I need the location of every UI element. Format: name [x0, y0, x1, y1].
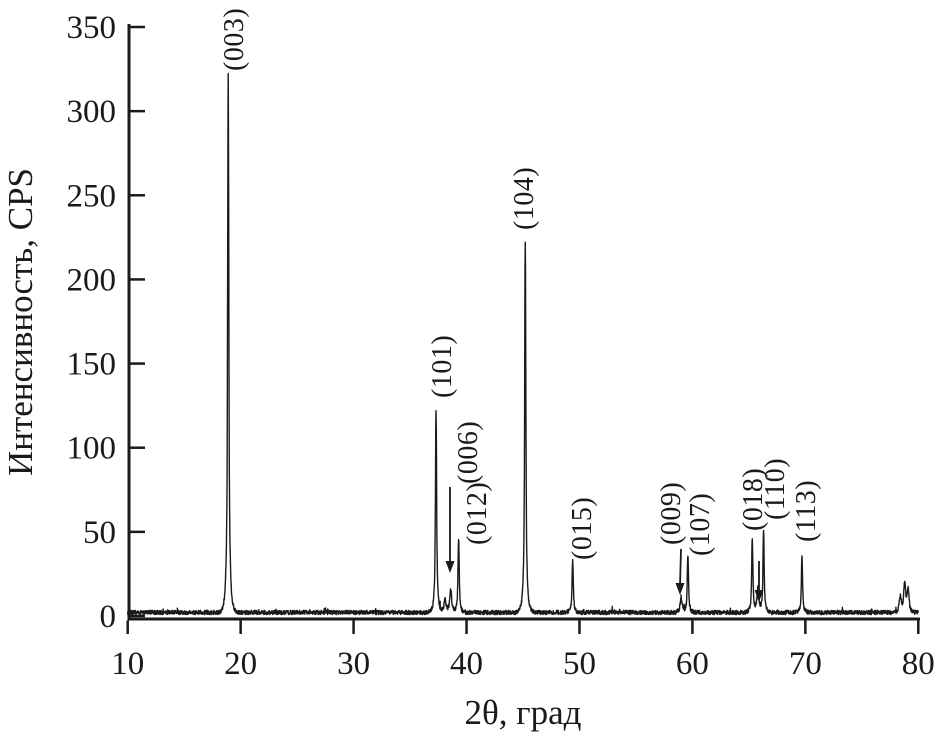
y-axis-title: Интенсивность, CPS: [1, 168, 40, 476]
x-tick-label: 30: [337, 646, 370, 682]
peak-arrow: [445, 487, 455, 573]
peak-label: (009): [656, 482, 687, 545]
y-tick-label: 250: [67, 178, 117, 214]
peak-label-layer: (003) (101) (006)(012) (104) (015) (009)(107)…: [219, 8, 822, 602]
x-tick-label: 20: [224, 646, 257, 682]
peak-label: (003): [219, 8, 250, 71]
peak-label: (104): [509, 167, 540, 230]
axis-layer: 0 50 100 150 200 250 300 350 10 20 30 40 50 60 70 80: [67, 10, 935, 682]
y-tick-label: 150: [67, 347, 117, 383]
xrd-trace: [126, 72, 919, 616]
y-tick-label: 100: [67, 431, 117, 467]
y-tick-label: 0: [100, 599, 117, 635]
peak-label: (015): [567, 497, 598, 560]
peak-label: (006): [453, 421, 484, 484]
peak-label: (101): [427, 335, 458, 398]
y-tick-label: 200: [67, 262, 117, 298]
y-tick-label: 50: [83, 515, 116, 551]
x-tick-label: 10: [111, 646, 144, 682]
x-tick-label: 50: [563, 646, 596, 682]
peak-arrow-line: [679, 548, 682, 587]
peak-label: (110): [760, 458, 791, 520]
xrd-trace-layer: [126, 72, 919, 616]
x-tick-label: 70: [789, 646, 822, 682]
peak-label: (107): [685, 493, 716, 556]
x-axis-title: 2θ, град: [465, 693, 582, 732]
x-tick-label: 80: [902, 646, 935, 682]
peak-label: (018): [738, 468, 769, 531]
peak-arrow-head: [675, 583, 685, 595]
x-tick-label: 40: [450, 646, 483, 682]
peak-label: (012): [462, 482, 493, 545]
peak-arrow-head: [754, 590, 764, 602]
peak-arrow: [754, 561, 764, 602]
x-tick-label: 60: [676, 646, 709, 682]
peak-label: (113): [791, 480, 822, 542]
y-tick-label: 300: [67, 94, 117, 130]
y-tick-label: 350: [67, 10, 117, 46]
peak-arrow-head: [445, 561, 455, 573]
peak-arrow: [675, 548, 685, 595]
